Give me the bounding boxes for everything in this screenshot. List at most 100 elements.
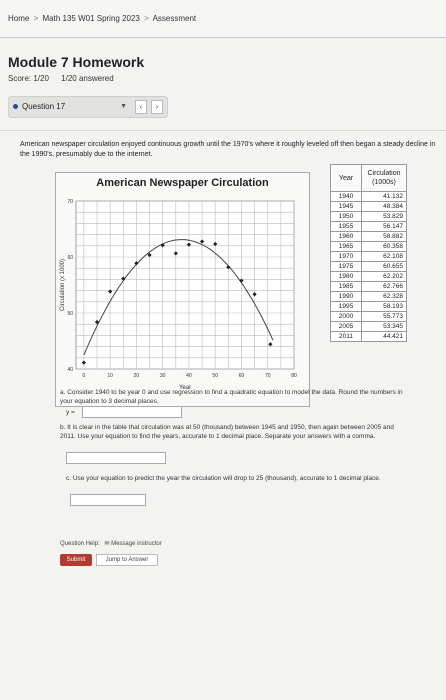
y-tick-label: 40 [67,367,73,373]
table-cell-circulation: 62.328 [361,291,407,302]
table-cell-year: 2011 [330,331,362,342]
next-question-button[interactable]: › [151,100,163,114]
breadcrumb-home[interactable]: Home [8,14,30,23]
table-cell-year: 2005 [330,321,362,332]
divider [0,130,446,131]
table-row: 2011 44.421 [330,331,407,342]
assessment-card: Module 7 Homework Score: 1/20 1/20 answe… [0,38,446,700]
table-cell-year: 1940 [330,191,362,202]
chart-title: American Newspaper Circulation [96,177,269,189]
data-point [239,278,244,283]
question-prompt: American newspaper circulation enjoyed c… [20,141,436,158]
table-row: 1970 62.108 [330,251,407,262]
part-c-text: c. Use your equation to predict the year… [66,475,381,482]
table-cell-year: 1960 [330,231,362,242]
table-cell-circulation: 48.384 [361,201,407,212]
jump-to-answer-button[interactable]: Jump to Answer [96,554,158,566]
table-cell-circulation: 53.345 [361,321,407,332]
y-axis-label: Circulation (x 1000) [60,259,66,311]
data-point [186,242,192,247]
table-row: 1990 62.328 [330,291,407,302]
table-cell-circulation: 58.193 [361,301,407,312]
x-axis-label: Year [179,385,191,391]
table-cell-year: 1970 [330,251,362,262]
breadcrumb-course[interactable]: Math 135 W01 Spring 2023 [42,14,140,23]
breadcrumb: Home > Math 135 W01 Spring 2023 > Assess… [0,0,446,38]
data-table: Year Circulation (1000s) 1940 41.132 1945 4… [330,164,407,342]
table-cell-circulation: 44.421 [361,331,407,342]
part-b-text: b. It is clear in the table that circula… [60,424,394,440]
table-cell-year: 1975 [330,261,362,272]
regression-curve [83,239,274,356]
part-c-answer-field[interactable] [70,494,146,506]
breadcrumb-separator: > [33,14,39,23]
data-point [108,289,113,294]
table-row: 1965 60.358 [330,241,407,252]
part-a-lhs: y = [66,409,75,416]
data-point [226,264,231,270]
question-status-dot-icon [13,104,18,110]
table-cell-year: 1945 [330,201,362,212]
x-tick-label: 20 [134,373,140,379]
data-point [160,243,165,248]
table-cell-circulation: 41.132 [361,191,407,202]
table-cell-year: 1965 [330,241,362,252]
prev-question-button[interactable]: ‹ [135,100,147,114]
question-help-label: Question Help: [60,541,100,547]
x-tick-label: 70 [265,373,271,379]
y-tick-label: 70 [67,199,73,205]
score-line: Score: 1/20 1/20 answered [8,74,124,83]
y-tick-label: 50 [67,311,73,317]
x-tick-label: 40 [186,373,192,379]
plot-area [75,200,295,370]
chevron-down-icon: ▼ [120,103,127,110]
question-select-label: Question 17 [22,102,66,111]
table-row: 1975 60.655 [330,261,407,272]
table-cell-circulation: 55.773 [361,311,407,322]
table-row: 1950 53.829 [330,211,407,222]
table-header-year: Year [330,164,362,192]
table-cell-year: 2000 [330,311,362,322]
data-point [173,251,178,256]
question-help-row: Question Help: ✉ Message instructor [60,540,162,547]
x-tick-label: 10 [107,373,113,379]
data-point [199,239,205,244]
part-a-answer-field[interactable] [82,406,182,418]
mail-icon: ✉ [104,541,110,547]
table-row: 1980 62.202 [330,271,407,282]
circulation-header-line-2: (1000s) [372,179,396,186]
part-a-text: a. Consider 1940 to be year 0 and use re… [60,389,403,405]
data-point [252,292,257,297]
table-cell-circulation: 60.655 [361,261,407,272]
score-value: Score: 1/20 [8,74,49,83]
x-tick-label: 30 [160,373,166,379]
table-row: 1985 62.766 [330,281,407,292]
message-instructor-link[interactable]: Message instructor [111,541,162,547]
question-select[interactable]: Question 17 ▼ [13,100,131,114]
x-tick-label: 80 [291,373,297,379]
y-tick-label: 60 [67,255,73,261]
table-row: 2000 55.773 [330,311,407,322]
data-point [147,252,152,258]
table-row: 2005 53.345 [330,321,407,332]
part-b-answer-field[interactable] [66,452,166,464]
table-row: 1960 58.882 [330,231,407,242]
table-row: 1940 41.132 [330,191,407,202]
x-tick-label: 0 [82,373,85,379]
table-cell-year: 1955 [330,221,362,232]
table-cell-circulation: 62.202 [361,271,407,282]
data-point [213,241,218,247]
chart-container: American Newspaper Circulation 0 10 20 30 40… [55,172,310,407]
table-row: 1945 48.384 [330,201,407,212]
data-point [121,276,126,281]
table-cell-circulation: 58.882 [361,231,407,242]
table-header-circulation: Circulation (1000s) [361,164,407,192]
submit-button[interactable]: Submit [60,554,92,566]
table-cell-circulation: 53.829 [361,211,407,222]
table-row: 1955 56.147 [330,221,407,232]
table-row: 1995 58.193 [330,301,407,312]
data-point [134,261,139,266]
x-tick-label: 60 [239,373,245,379]
x-tick-label: 50 [212,373,218,379]
table-cell-year: 1980 [330,271,362,282]
